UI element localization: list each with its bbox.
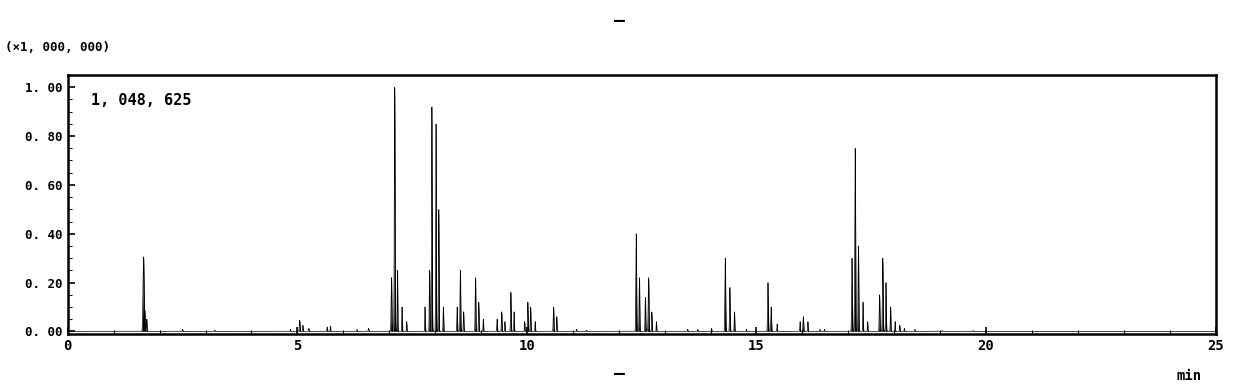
Text: 1, 048, 625: 1, 048, 625 — [90, 93, 191, 108]
Text: –: – — [615, 12, 624, 30]
Text: (×1, 000, 000): (×1, 000, 000) — [5, 41, 110, 54]
Text: min: min — [1177, 369, 1202, 383]
Text: –: – — [615, 365, 624, 383]
